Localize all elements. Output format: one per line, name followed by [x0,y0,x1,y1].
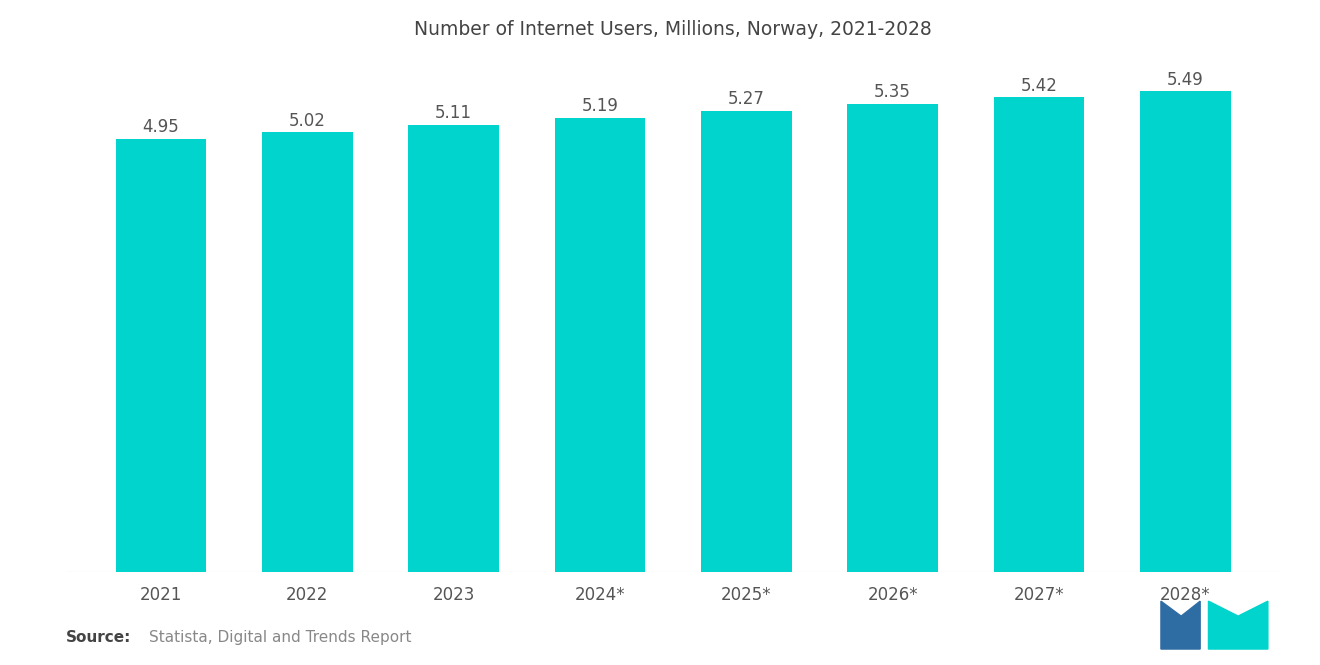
Text: Statista, Digital and Trends Report: Statista, Digital and Trends Report [149,630,412,645]
Text: 5.49: 5.49 [1167,70,1204,88]
Text: 5.42: 5.42 [1020,77,1057,95]
Bar [1140,91,1230,572]
Text: 5.02: 5.02 [289,112,326,130]
Bar [701,110,792,572]
Title: Number of Internet Users, Millions, Norway, 2021-2028: Number of Internet Users, Millions, Norw… [414,20,932,39]
Bar [116,138,206,572]
Text: 4.95: 4.95 [143,118,180,136]
Text: Source:: Source: [66,630,132,645]
Polygon shape [1209,601,1267,649]
Bar [847,104,939,572]
Text: 5.19: 5.19 [582,97,619,115]
Bar [408,124,499,572]
Bar [554,118,645,572]
Polygon shape [1162,601,1200,649]
Text: 5.27: 5.27 [727,90,764,108]
Bar [263,132,352,572]
Bar [994,98,1084,572]
Text: 5.11: 5.11 [436,104,473,122]
Text: 5.35: 5.35 [874,83,911,101]
